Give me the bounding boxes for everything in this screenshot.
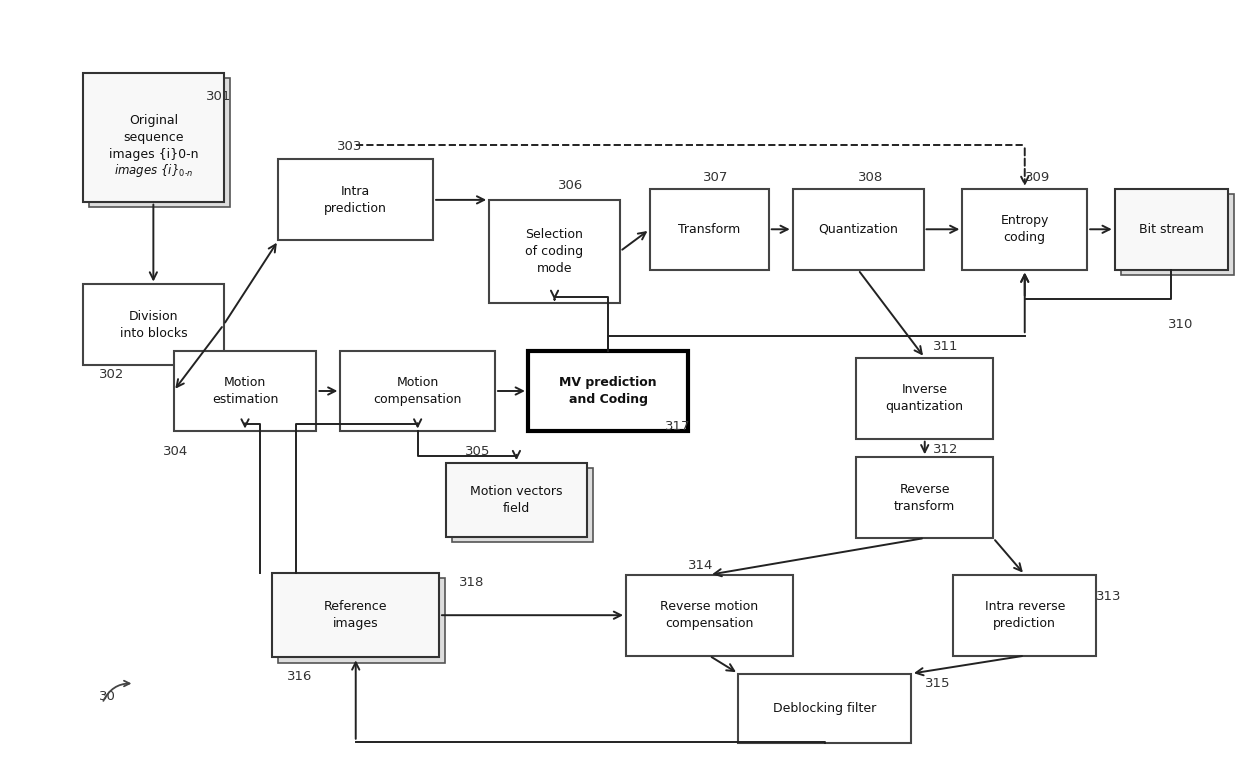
- Text: Quantization: Quantization: [818, 223, 898, 236]
- Text: Division
into blocks: Division into blocks: [119, 310, 187, 340]
- Text: Reverse
transform: Reverse transform: [894, 482, 955, 512]
- Text: Motion vectors
field: Motion vectors field: [470, 485, 563, 515]
- Text: 314: 314: [688, 559, 713, 572]
- Bar: [89, 78, 229, 207]
- Bar: [278, 160, 433, 240]
- Text: 312: 312: [932, 443, 959, 457]
- Text: 304: 304: [162, 445, 188, 457]
- Text: Deblocking filter: Deblocking filter: [773, 702, 877, 715]
- Text: 306: 306: [558, 178, 583, 192]
- Bar: [83, 285, 223, 365]
- Bar: [528, 350, 688, 432]
- Bar: [1121, 194, 1234, 274]
- Text: Bit stream: Bit stream: [1138, 223, 1204, 236]
- Text: 30: 30: [99, 690, 115, 702]
- Bar: [174, 350, 316, 432]
- Bar: [489, 200, 620, 303]
- Bar: [453, 468, 593, 542]
- Bar: [962, 189, 1087, 270]
- Bar: [83, 73, 223, 202]
- Bar: [626, 575, 792, 655]
- Text: Transform: Transform: [678, 223, 740, 236]
- Text: 303: 303: [337, 141, 362, 153]
- Text: 310: 310: [1168, 318, 1193, 332]
- Bar: [1115, 189, 1228, 270]
- Text: 313: 313: [1096, 590, 1122, 604]
- Bar: [340, 350, 495, 432]
- Text: 311: 311: [932, 340, 959, 353]
- Bar: [857, 358, 993, 439]
- Text: Selection
of coding
mode: Selection of coding mode: [526, 228, 584, 274]
- Bar: [278, 578, 445, 662]
- Text: 316: 316: [286, 669, 312, 683]
- Text: Motion
estimation: Motion estimation: [212, 376, 278, 406]
- Text: Reference
images: Reference images: [324, 601, 387, 630]
- Text: 318: 318: [459, 576, 485, 589]
- Text: 305: 305: [465, 445, 491, 457]
- Text: Intra
prediction: Intra prediction: [325, 185, 387, 215]
- Text: 301: 301: [206, 91, 231, 103]
- Text: Entropy
coding: Entropy coding: [1001, 214, 1049, 244]
- Text: Intra reverse
prediction: Intra reverse prediction: [985, 601, 1065, 630]
- Text: 309: 309: [1024, 171, 1050, 185]
- Bar: [650, 189, 769, 270]
- Bar: [273, 573, 439, 658]
- Text: 307: 307: [703, 171, 729, 185]
- Text: MV prediction
and Coding: MV prediction and Coding: [559, 376, 657, 406]
- Text: 317: 317: [665, 420, 691, 432]
- Bar: [739, 673, 911, 744]
- Bar: [446, 463, 587, 536]
- Bar: [954, 575, 1096, 655]
- Text: Reverse motion
compensation: Reverse motion compensation: [660, 601, 759, 630]
- Text: Original
sequence
images {i}0-n: Original sequence images {i}0-n: [109, 114, 198, 161]
- Text: images {i}$_{0\text{-}n}$: images {i}$_{0\text{-}n}$: [114, 162, 193, 179]
- Bar: [792, 189, 924, 270]
- Bar: [857, 457, 993, 538]
- Text: Motion
compensation: Motion compensation: [373, 376, 461, 406]
- Text: 315: 315: [925, 677, 950, 690]
- Text: 308: 308: [858, 171, 883, 185]
- Text: Inverse
quantization: Inverse quantization: [885, 383, 963, 414]
- Text: 302: 302: [99, 368, 124, 382]
